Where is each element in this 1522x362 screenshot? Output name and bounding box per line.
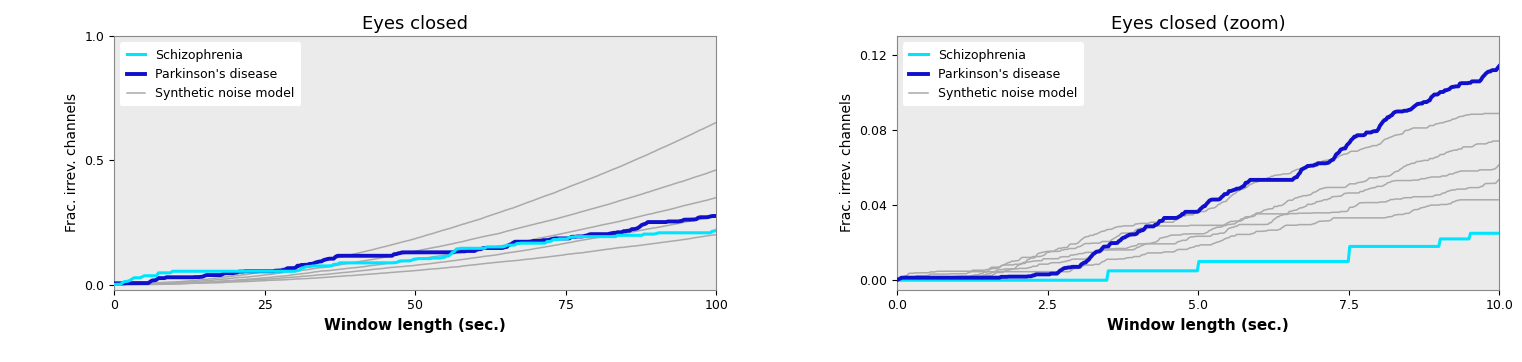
Parkinson's disease [107, 281, 125, 286]
Line: Parkinson's disease: Parkinson's disease [114, 216, 717, 283]
Parkinson's disease [612, 230, 630, 235]
Schizophrenia [461, 246, 479, 251]
Schizophrenia [612, 233, 630, 237]
Schizophrenia [1490, 231, 1508, 235]
Schizophrenia [960, 278, 979, 282]
Legend: Schizophrenia, Parkinson's disease, Synthetic noise model: Schizophrenia, Parkinson's disease, Synt… [903, 42, 1084, 106]
Parkinson's disease [1266, 178, 1285, 182]
Parkinson's disease [464, 249, 482, 253]
X-axis label: Window length (sec.): Window length (sec.) [324, 318, 507, 333]
Title: Eyes closed: Eyes closed [362, 15, 469, 33]
X-axis label: Window length (sec.): Window length (sec.) [1106, 318, 1289, 333]
Schizophrenia [105, 282, 123, 287]
Parkinson's disease [1084, 252, 1102, 256]
Schizophrenia [473, 246, 492, 251]
Y-axis label: Frac. irrev. channels: Frac. irrev. channels [65, 93, 79, 232]
Schizophrenia [1266, 259, 1285, 264]
Schizophrenia [1326, 259, 1344, 264]
Y-axis label: Frac. irrev. channels: Frac. irrev. channels [840, 93, 854, 232]
Schizophrenia [464, 246, 482, 251]
Parkinson's disease [461, 249, 479, 253]
Line: Schizophrenia: Schizophrenia [896, 233, 1499, 280]
Parkinson's disease [1490, 64, 1508, 68]
Parkinson's disease [105, 281, 123, 286]
Parkinson's disease [1126, 232, 1145, 236]
Parkinson's disease [1326, 155, 1344, 160]
Schizophrenia [1084, 278, 1102, 282]
Parkinson's disease [651, 220, 670, 224]
Schizophrenia [651, 231, 670, 235]
Parkinson's disease [708, 214, 726, 218]
Line: Schizophrenia: Schizophrenia [114, 230, 717, 285]
Schizophrenia [887, 278, 906, 282]
Legend: Schizophrenia, Parkinson's disease, Synthetic noise model: Schizophrenia, Parkinson's disease, Synt… [120, 42, 301, 106]
Schizophrenia [1461, 231, 1479, 235]
Line: Parkinson's disease: Parkinson's disease [896, 66, 1499, 280]
Parkinson's disease [960, 275, 979, 280]
Parkinson's disease [1323, 158, 1341, 162]
Parkinson's disease [887, 278, 906, 282]
Schizophrenia [1323, 259, 1341, 264]
Schizophrenia [708, 228, 726, 232]
Schizophrenia [107, 282, 125, 286]
Parkinson's disease [705, 214, 723, 218]
Schizophrenia [1126, 269, 1145, 273]
Parkinson's disease [473, 246, 492, 251]
Title: Eyes closed (zoom): Eyes closed (zoom) [1111, 15, 1286, 33]
